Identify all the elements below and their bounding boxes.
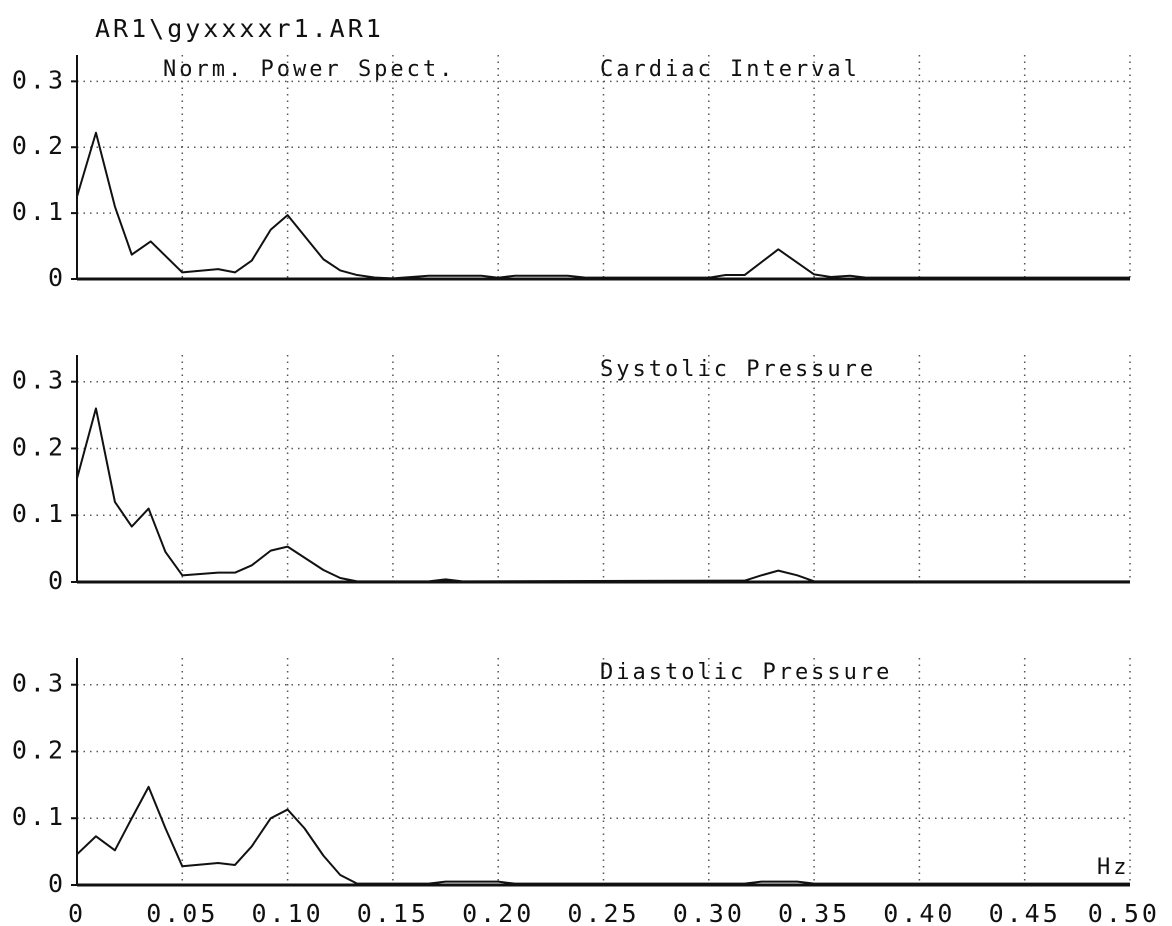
- x-tick-label: 0.20: [462, 899, 534, 926]
- y-tick-label: 0.3: [12, 65, 66, 94]
- x-tick-label: 0.40: [883, 899, 955, 926]
- panel-title: Systolic Pressure: [600, 357, 876, 382]
- x-label: Hz: [1097, 855, 1130, 880]
- y-tick-label: 0.1: [12, 802, 66, 831]
- x-tick-label: 0.30: [673, 899, 745, 926]
- y-tick-label: 0.2: [12, 131, 66, 160]
- y-tick-label: 0.1: [12, 499, 66, 528]
- y-tick-label: 0.3: [12, 366, 66, 395]
- y-tick-label: 0.1: [12, 197, 66, 226]
- y-tick-label: 0.2: [12, 432, 66, 461]
- line: [76, 785, 1130, 885]
- x-tick-label: 0: [68, 899, 86, 926]
- x-tick-label: 0.50: [1088, 899, 1160, 926]
- y-tick-label: 0: [48, 869, 66, 898]
- file-title: AR1\gyxxxxr1.AR1: [95, 14, 384, 43]
- y-tick-label: 0: [48, 263, 66, 292]
- y-label: Norm. Power Spect.: [163, 57, 455, 82]
- x-tick-label: 0.35: [778, 899, 850, 926]
- panel-title: Cardiac Interval: [600, 57, 860, 82]
- line: [76, 131, 1130, 280]
- x-tick-label: 0.45: [989, 899, 1061, 926]
- panel-title: Diastolic Pressure: [600, 660, 892, 685]
- line: [76, 407, 1130, 583]
- x-tick-label: 0.15: [357, 899, 429, 926]
- x-tick-label: 0.25: [567, 899, 639, 926]
- x-tick-label: 0.10: [251, 899, 323, 926]
- y-tick-label: 0.2: [12, 735, 66, 764]
- x-tick-label: 0.05: [146, 899, 218, 926]
- y-tick-label: 0.3: [12, 669, 66, 698]
- y-tick-label: 0: [48, 566, 66, 595]
